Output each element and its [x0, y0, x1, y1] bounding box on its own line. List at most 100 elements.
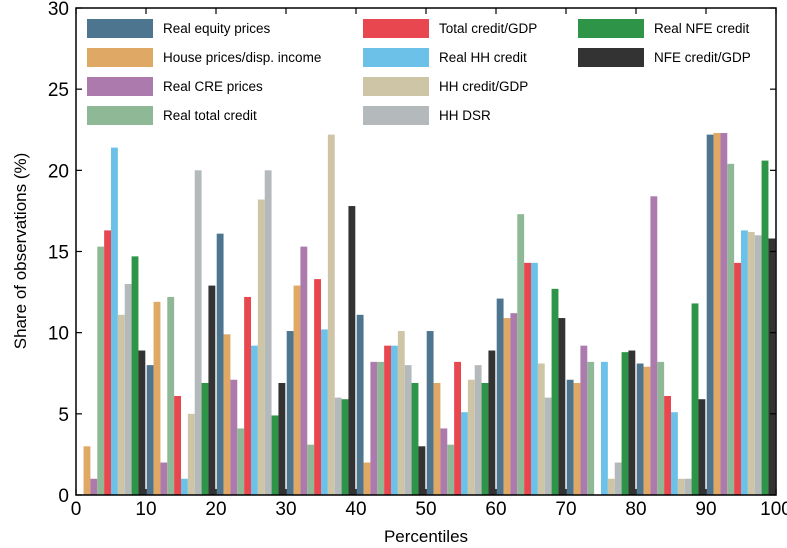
bar	[433, 382, 441, 495]
legend-label: Real HH credit	[439, 50, 527, 65]
bar	[636, 363, 644, 495]
bar	[153, 301, 161, 495]
legend-swatch	[87, 77, 153, 96]
bar	[97, 246, 105, 495]
x-tick-label: 50	[415, 499, 436, 520]
bar	[671, 412, 678, 495]
legend-label: HH DSR	[439, 108, 491, 123]
x-axis-label: Percentiles	[384, 527, 468, 546]
bar	[187, 413, 195, 495]
bar	[713, 132, 721, 495]
bar	[573, 382, 581, 495]
bar	[341, 399, 349, 495]
bar	[706, 134, 714, 495]
bars	[83, 132, 776, 496]
y-tick-label: 30	[48, 0, 69, 20]
bar	[391, 345, 398, 495]
y-tick-label: 5	[58, 405, 69, 426]
bar	[566, 379, 574, 495]
bar	[628, 350, 636, 495]
bar	[300, 246, 308, 495]
bar	[160, 462, 168, 495]
bar	[370, 361, 378, 495]
bar	[216, 233, 224, 496]
bar	[601, 361, 608, 495]
bar	[544, 397, 552, 495]
legend-label: Real equity prices	[163, 21, 271, 36]
bar	[734, 262, 741, 495]
bar	[467, 379, 475, 495]
bar	[587, 361, 595, 495]
bar	[411, 382, 419, 495]
legend-label: Total credit/GDP	[439, 21, 537, 36]
x-tick-label: 30	[275, 499, 296, 520]
bar	[404, 365, 412, 495]
bar	[146, 365, 154, 495]
y-axis: 0 5 10 15 20 25 30	[48, 0, 776, 507]
bar	[286, 331, 294, 495]
bar	[83, 446, 91, 495]
bar	[174, 395, 181, 495]
bar	[510, 313, 518, 495]
legend-label: Real CRE prices	[163, 79, 263, 94]
bar	[657, 361, 665, 495]
bar	[537, 363, 545, 495]
legend-swatch	[363, 19, 429, 38]
bar	[138, 350, 146, 495]
y-tick-label: 10	[48, 324, 69, 345]
legend-label: Real NFE credit	[654, 21, 750, 36]
legend-label: NFE credit/GDP	[654, 50, 751, 65]
bar	[754, 235, 762, 495]
legend-swatch	[87, 19, 153, 38]
x-tick-label: 100	[760, 499, 787, 520]
x-axis: 0 10 20 30 40 50 60 70 80 90 100	[71, 8, 787, 520]
bar	[257, 199, 265, 495]
bar	[481, 382, 489, 495]
bar	[194, 170, 202, 496]
bar	[356, 314, 364, 495]
bar	[363, 462, 371, 495]
x-tick-label: 80	[625, 499, 646, 520]
legend-label: HH credit/GDP	[439, 79, 528, 94]
bar	[117, 314, 125, 495]
bar	[684, 478, 692, 495]
bar	[264, 170, 272, 496]
bar	[440, 428, 448, 495]
legend-swatch	[87, 48, 153, 67]
bar	[454, 361, 461, 495]
bar	[551, 288, 559, 495]
bar	[377, 361, 385, 495]
bar	[607, 478, 615, 495]
bar	[418, 446, 426, 495]
bar	[104, 230, 111, 495]
bar	[524, 262, 531, 495]
bar	[384, 345, 391, 495]
bar	[496, 298, 504, 495]
bar	[741, 230, 748, 495]
bar	[111, 147, 118, 495]
bar	[397, 331, 405, 495]
bar	[293, 285, 301, 495]
bar	[650, 196, 658, 495]
bar	[348, 206, 356, 495]
bar	[727, 163, 735, 495]
y-axis-label: Share of observations (%)	[11, 153, 30, 350]
bar	[677, 478, 685, 495]
bar	[664, 395, 671, 495]
bar	[90, 478, 98, 495]
bar	[621, 352, 629, 495]
bar	[614, 462, 622, 495]
legend-swatch	[87, 106, 153, 125]
bar	[488, 350, 496, 495]
bar	[691, 303, 699, 495]
legend-label: Real total credit	[163, 108, 257, 123]
bar	[517, 214, 525, 495]
bar	[698, 399, 706, 495]
bar	[181, 478, 188, 495]
bar	[271, 415, 279, 495]
legend-swatch	[363, 106, 429, 125]
bar	[720, 132, 728, 495]
bar	[208, 285, 216, 495]
bar	[251, 345, 258, 495]
